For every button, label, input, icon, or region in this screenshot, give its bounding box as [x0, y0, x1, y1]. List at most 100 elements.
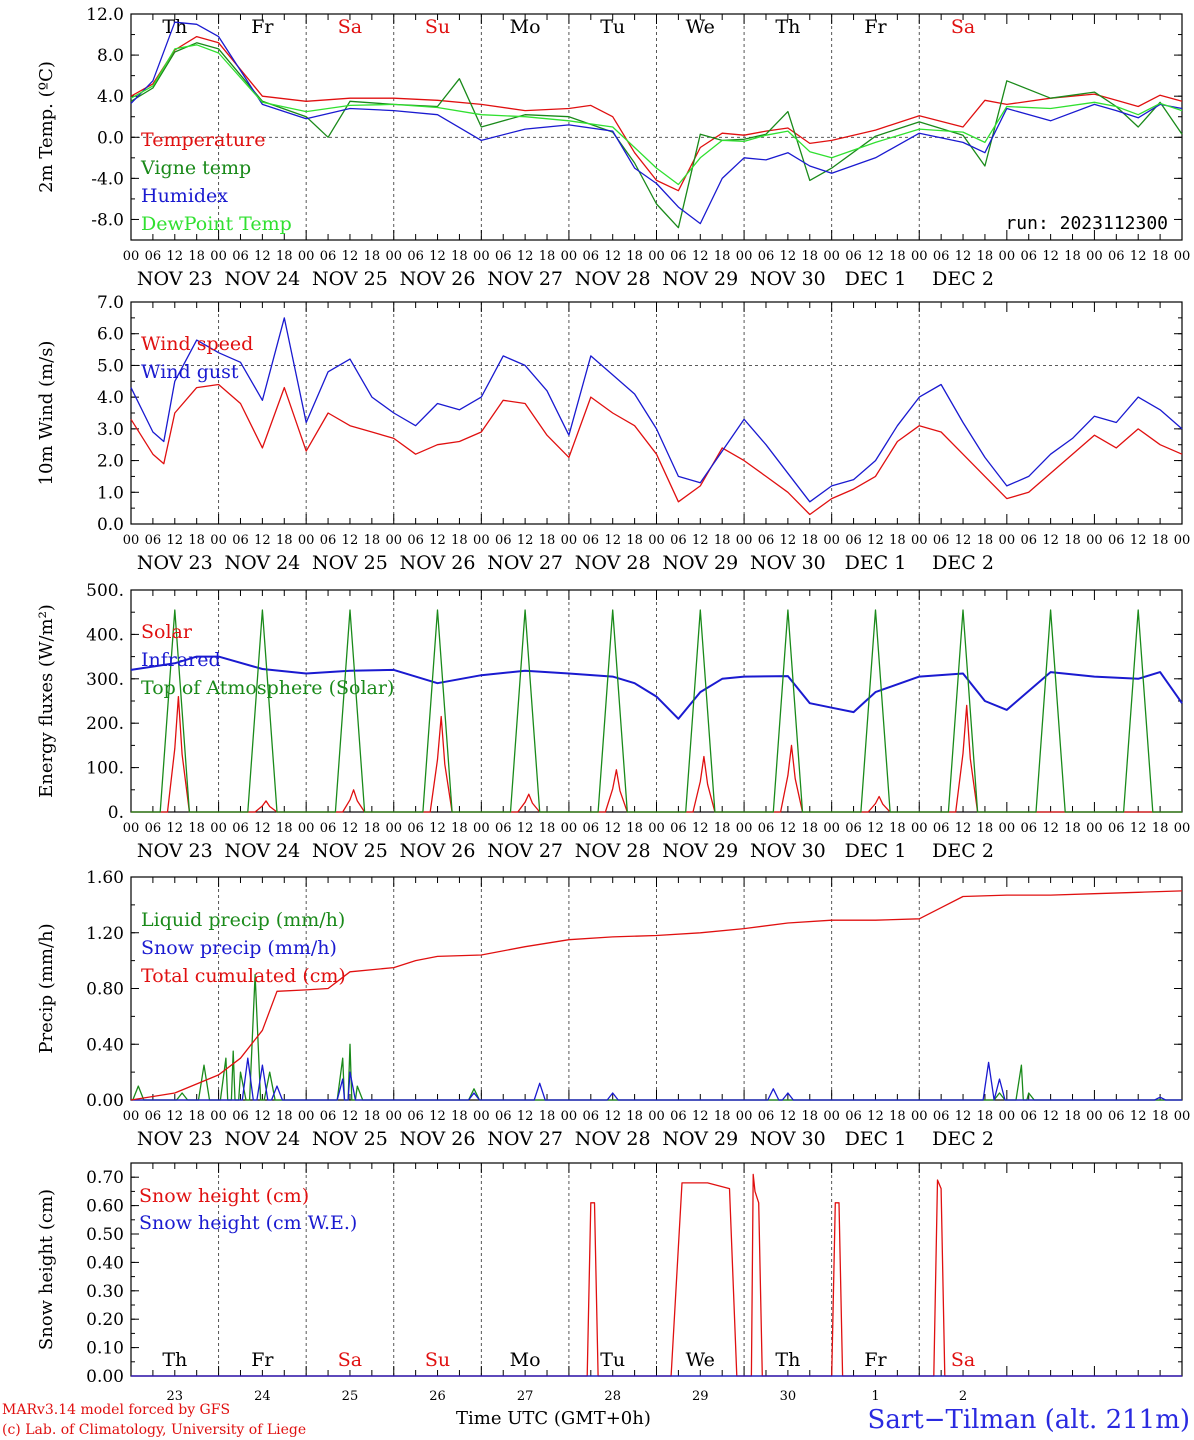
x-tick-label: 12: [342, 1109, 359, 1124]
weekday-label: Fr: [251, 16, 274, 38]
date-label: NOV 26: [400, 268, 476, 290]
x-tick-label: 06: [1020, 1109, 1037, 1124]
x-tick-label: 12: [517, 249, 534, 264]
x-tick-label: 18: [977, 533, 994, 548]
x-tick-label: 12: [955, 533, 972, 548]
day-number-label: 26: [429, 1389, 446, 1404]
x-tick-label: 06: [933, 1109, 950, 1124]
model-credit: MARv3.14 model forced by GFS: [2, 1402, 230, 1418]
date-label: NOV 24: [224, 268, 300, 290]
x-tick-label: 06: [670, 249, 687, 264]
x-tick-label: 12: [429, 533, 446, 548]
x-tick-label: 06: [1020, 533, 1037, 548]
x-tick-label: 18: [1064, 533, 1081, 548]
y-axis-label: Snow height (cm): [36, 1189, 57, 1350]
legend-entry: Humidex: [141, 185, 228, 207]
x-tick-label: 18: [539, 249, 556, 264]
x-tick-label: 00: [473, 1109, 490, 1124]
date-label: NOV 25: [312, 1128, 388, 1150]
x-tick-label: 12: [342, 533, 359, 548]
date-label: NOV 27: [487, 552, 563, 574]
day-number-label: 23: [167, 1389, 184, 1404]
date-label: NOV 25: [312, 552, 388, 574]
x-tick-label: 18: [801, 1109, 818, 1124]
x-tick-label: 18: [364, 821, 381, 836]
x-tick-label: 12: [429, 821, 446, 836]
x-tick-label: 12: [1130, 533, 1147, 548]
x-tick-label: 18: [889, 1109, 906, 1124]
weekday-label: Sa: [951, 1349, 975, 1371]
y-tick-label: 0.70: [86, 1168, 124, 1188]
x-tick-label: 12: [692, 533, 709, 548]
x-tick-label: 12: [517, 821, 534, 836]
x-tick-label: 18: [626, 1109, 643, 1124]
day-number-label: 30: [780, 1389, 797, 1404]
weekday-label: Fr: [251, 1349, 274, 1371]
meteogram-panels: 12.08.04.00.0-4.0-8.02m Temp. (ºC)00 06 12…: [36, 5, 1190, 1404]
date-label: NOV 25: [312, 268, 388, 290]
x-tick-label: 06: [145, 1109, 162, 1124]
series-line: [131, 1173, 1182, 1377]
x-tick-label: 06: [670, 1109, 687, 1124]
x-tick-label: 06: [1020, 821, 1037, 836]
x-tick-label: 18: [539, 821, 556, 836]
x-tick-label: 12: [1042, 821, 1059, 836]
series-line: [130, 383, 1183, 516]
x-tick-label: 06: [232, 1109, 249, 1124]
x-tick-label: 00: [999, 533, 1016, 548]
weekday-label: Th: [162, 16, 187, 38]
y-tick-label: 7.0: [97, 293, 124, 313]
x-tick-label: 00: [999, 821, 1016, 836]
x-tick-label: 00: [911, 1109, 928, 1124]
x-tick-label: 18: [801, 821, 818, 836]
x-tick-label: 12: [604, 821, 621, 836]
x-tick-label: 00: [385, 249, 402, 264]
x-tick-label: 00: [736, 821, 753, 836]
x-tick-label: 18: [188, 249, 205, 264]
x-tick-label: 12: [692, 249, 709, 264]
x-tick-label: 00: [648, 1109, 665, 1124]
x-tick-label: 00: [911, 533, 928, 548]
x-tick-label: 18: [1152, 249, 1169, 264]
day-number-label: 28: [604, 1389, 621, 1404]
y-tick-label: 0.10: [86, 1339, 124, 1359]
y-tick-label: 8.0: [97, 46, 124, 66]
date-label: NOV 23: [137, 552, 213, 574]
date-label: NOV 29: [662, 840, 738, 862]
x-tick-label: 06: [232, 249, 249, 264]
y-tick-label: 1.0: [97, 483, 124, 503]
x-tick-label: 12: [1042, 249, 1059, 264]
date-label: NOV 24: [224, 552, 300, 574]
x-tick-label: 00: [298, 533, 315, 548]
x-tick-label: 06: [407, 533, 424, 548]
x-tick-label: 18: [188, 821, 205, 836]
x-tick-label: 06: [232, 821, 249, 836]
x-tick-label: 12: [867, 1109, 884, 1124]
date-label: NOV 29: [662, 268, 738, 290]
legend-entry: Wind speed: [141, 333, 253, 355]
x-tick-label: 18: [451, 1109, 468, 1124]
legend-entry: Solar: [141, 621, 193, 643]
series-line: [130, 890, 1183, 1101]
series-line: [130, 655, 1183, 720]
x-tick-label: 12: [167, 821, 184, 836]
x-tick-label: 00: [473, 821, 490, 836]
x-tick-label: 12: [429, 249, 446, 264]
y-tick-label: 4.0: [97, 87, 124, 107]
x-tick-label: 06: [933, 821, 950, 836]
x-tick-label: 12: [780, 249, 797, 264]
y-axis-label: 10m Wind (m/s): [36, 341, 57, 486]
weekday-label: Su: [425, 1349, 450, 1371]
date-label: NOV 23: [137, 1128, 213, 1150]
x-tick-label: 00: [1174, 821, 1191, 836]
x-tick-label: 12: [167, 533, 184, 548]
y-tick-label: 0.40: [86, 1035, 124, 1055]
x-tick-label: 06: [758, 1109, 775, 1124]
x-tick-label: 00: [561, 821, 578, 836]
x-tick-label: 18: [889, 821, 906, 836]
day-number-label: 24: [254, 1389, 271, 1404]
x-tick-label: 12: [254, 533, 271, 548]
x-tick-label: 06: [320, 821, 337, 836]
x-tick-label: 12: [955, 249, 972, 264]
